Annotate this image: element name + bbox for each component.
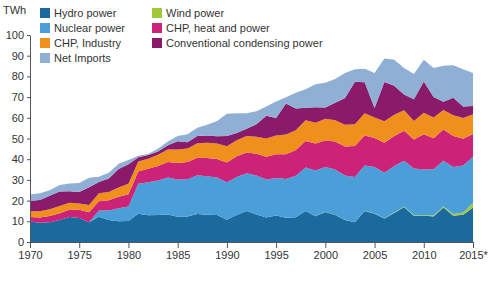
y-tick-label: 70 bbox=[12, 91, 24, 103]
x-tick-label: 1970 bbox=[18, 249, 42, 261]
legend-swatch bbox=[40, 38, 50, 48]
legend-item: Nuclear power bbox=[40, 22, 125, 34]
x-tick: 2000 bbox=[314, 242, 338, 261]
legend-item: Wind power bbox=[152, 7, 224, 19]
x-tick-mark bbox=[424, 242, 425, 248]
y-tick-label: 100 bbox=[6, 29, 24, 41]
y-tick: 50 bbox=[12, 133, 30, 145]
x-tick-mark bbox=[375, 242, 376, 248]
y-tick-label: 60 bbox=[12, 112, 24, 124]
x-tick: 2005 bbox=[363, 242, 387, 261]
y-tick-mark bbox=[27, 139, 30, 140]
x-tick-mark bbox=[227, 242, 228, 248]
legend-swatch bbox=[152, 23, 162, 33]
legend-label: Hydro power bbox=[54, 7, 117, 19]
area bbox=[30, 58, 473, 200]
legend-item: Net Imports bbox=[40, 52, 111, 64]
legend-swatch bbox=[152, 38, 162, 48]
legend-label: Net Imports bbox=[54, 52, 111, 64]
x-tick: 1990 bbox=[215, 242, 239, 261]
areas bbox=[30, 58, 473, 242]
legend-label: CHP, Industry bbox=[54, 37, 122, 49]
y-tick: 70 bbox=[12, 91, 30, 103]
x-tick-label: 2015* bbox=[459, 249, 488, 261]
x-tick-mark bbox=[178, 242, 179, 248]
x-tick-label: 1985 bbox=[166, 249, 190, 261]
y-tick-label: 40 bbox=[12, 153, 24, 165]
y-tick-mark bbox=[27, 118, 30, 119]
y-tick-label: 10 bbox=[12, 215, 24, 227]
legend-swatch bbox=[40, 8, 50, 18]
y-tick-label: 20 bbox=[12, 195, 24, 207]
x-tick-label: 1990 bbox=[215, 249, 239, 261]
legend-item: CHP, heat and power bbox=[152, 22, 270, 34]
x-tick-label: 2005 bbox=[363, 249, 387, 261]
y-tick-label: 50 bbox=[12, 133, 24, 145]
x-tick: 2015* bbox=[459, 242, 488, 261]
y-tick-mark bbox=[27, 76, 30, 77]
x-tick-mark bbox=[128, 242, 129, 248]
x-tick-label: 2010 bbox=[412, 249, 436, 261]
y-axis-title: TWh bbox=[3, 4, 26, 16]
x-tick-label: 2000 bbox=[314, 249, 338, 261]
y-axis-line bbox=[30, 36, 31, 243]
x-tick: 1980 bbox=[117, 242, 141, 261]
y-tick: 30 bbox=[12, 174, 30, 186]
y-tick-mark bbox=[27, 221, 30, 222]
y-tick-mark bbox=[27, 201, 30, 202]
y-tick-mark bbox=[27, 242, 30, 243]
x-tick-mark bbox=[473, 242, 474, 248]
x-tick-label: 1975 bbox=[67, 249, 91, 261]
y-tick-label: 90 bbox=[12, 50, 24, 62]
x-tick: 1975 bbox=[67, 242, 91, 261]
legend-label: CHP, heat and power bbox=[166, 22, 270, 34]
y-axis: 0 10 20 30 40 50 60 70 80 90 100 bbox=[6, 29, 31, 248]
x-tick-mark bbox=[276, 242, 277, 248]
y-tick-mark bbox=[27, 159, 30, 160]
y-tick: 90 bbox=[12, 50, 30, 62]
legend-swatch bbox=[152, 8, 162, 18]
y-tick-mark bbox=[27, 180, 30, 181]
x-tick: 2010 bbox=[412, 242, 436, 261]
legend-label: Nuclear power bbox=[54, 22, 125, 34]
y-tick: 60 bbox=[12, 112, 30, 124]
x-tick-mark bbox=[79, 242, 80, 248]
legend-item: Conventional condensing power bbox=[152, 37, 323, 49]
legend: Hydro power Wind power Nuclear power CHP, h… bbox=[40, 7, 323, 64]
y-tick: 80 bbox=[12, 70, 30, 82]
y-tick-mark bbox=[27, 35, 30, 36]
y-tick-label: 30 bbox=[12, 174, 24, 186]
legend-label: Conventional condensing power bbox=[166, 37, 323, 49]
x-tick: 1995 bbox=[264, 242, 288, 261]
legend-label: Wind power bbox=[166, 7, 224, 19]
x-tick-mark bbox=[30, 242, 31, 248]
area bbox=[30, 82, 473, 212]
y-tick: 20 bbox=[12, 195, 30, 207]
y-tick: 40 bbox=[12, 153, 30, 165]
x-axis: 1970 1975 1980 1985 1990 1995 2000 2005 2010 2015… bbox=[18, 242, 488, 261]
x-tick-label: 1995 bbox=[264, 249, 288, 261]
legend-item: Hydro power bbox=[40, 7, 117, 19]
y-tick: 100 bbox=[6, 29, 30, 41]
chart: 1970197519801985199019952000200520102015… bbox=[0, 0, 491, 302]
legend-swatch bbox=[40, 53, 50, 63]
y-tick-mark bbox=[27, 97, 30, 98]
x-tick-label: 1980 bbox=[117, 249, 141, 261]
y-tick-label: 80 bbox=[12, 70, 24, 82]
y-tick: 10 bbox=[12, 215, 30, 227]
y-tick: 0 bbox=[18, 236, 30, 248]
y-tick-label: 0 bbox=[18, 236, 24, 248]
legend-swatch bbox=[40, 23, 50, 33]
y-tick-mark bbox=[27, 56, 30, 57]
x-tick: 1985 bbox=[166, 242, 190, 261]
x-axis-line bbox=[31, 242, 474, 243]
legend-item: CHP, Industry bbox=[40, 37, 122, 49]
x-tick-mark bbox=[325, 242, 326, 248]
